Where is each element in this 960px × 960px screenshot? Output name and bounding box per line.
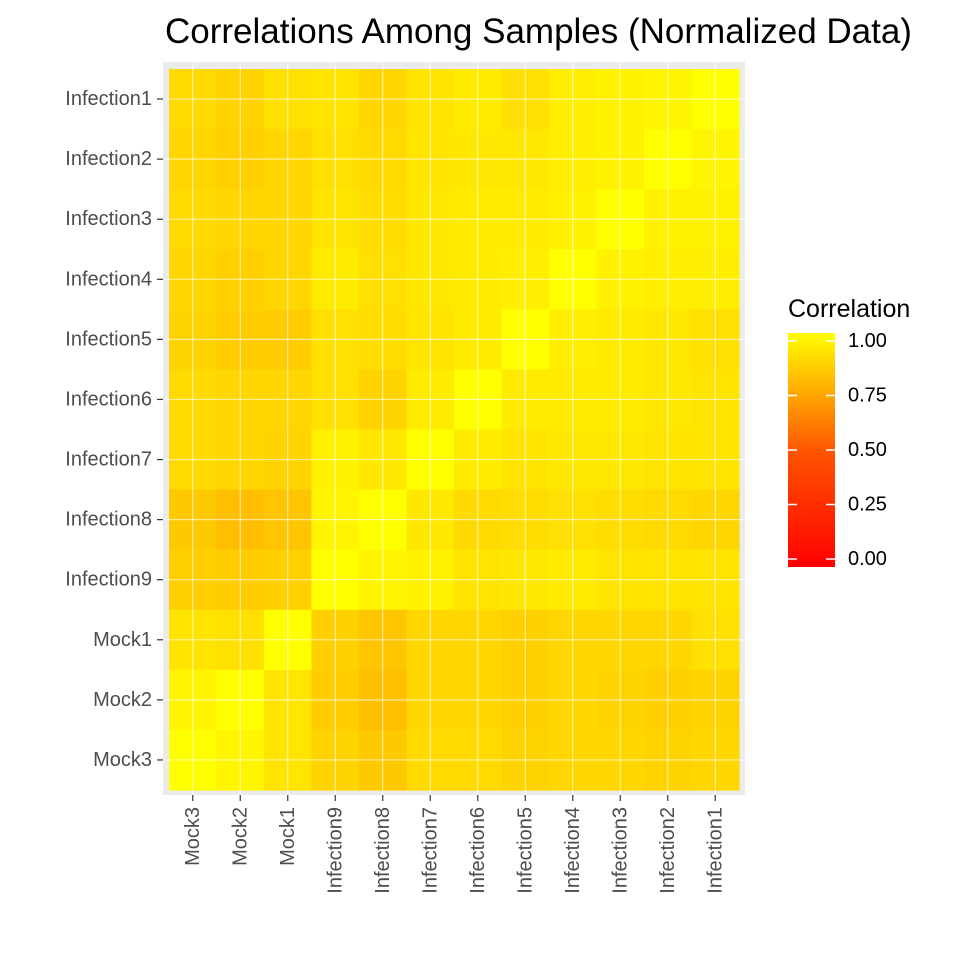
y-tick-label: Infection8 xyxy=(65,509,152,531)
legend-title: Correlation xyxy=(788,295,910,323)
y-tick-label: Mock1 xyxy=(93,629,152,651)
y-tick-label: Mock3 xyxy=(93,749,152,771)
legend: Correlation 0.00 0.25 0.50 0.75 1.00 xyxy=(788,295,910,570)
legend-tick-label: 0.75 xyxy=(848,385,887,407)
grid-lines xyxy=(163,62,745,795)
x-axis: Mock3 Mock2 Mock1 Infection9 Infection8 Infec… xyxy=(182,795,726,894)
legend-tick-label: 1.00 xyxy=(848,330,887,352)
x-tick-label: Infection2 xyxy=(657,807,679,894)
y-tick-label: Mock2 xyxy=(93,689,152,711)
x-tick-label: Infection8 xyxy=(372,807,394,894)
y-tick-label: Infection5 xyxy=(65,328,152,350)
x-tick-label: Mock3 xyxy=(182,807,204,866)
y-tick-label: Infection2 xyxy=(65,148,152,170)
y-axis: Infection1 Infection2 Infection3 Infection4… xyxy=(65,88,163,771)
x-tick-label: Infection1 xyxy=(704,807,726,894)
x-tick-label: Infection6 xyxy=(467,807,489,894)
y-tick-label: Infection6 xyxy=(65,388,152,410)
legend-tick-label: 0.50 xyxy=(848,439,887,461)
y-tick-label: Infection7 xyxy=(65,449,152,471)
x-tick-label: Infection9 xyxy=(324,807,346,894)
legend-tick-label: 0.00 xyxy=(848,548,887,570)
x-tick-label: Mock2 xyxy=(229,807,251,866)
y-tick-label: Infection1 xyxy=(65,88,152,110)
x-tick-label: Infection3 xyxy=(609,807,631,894)
y-tick-label: Infection3 xyxy=(65,208,152,230)
x-tick-label: Infection4 xyxy=(562,807,584,894)
x-tick-label: Infection7 xyxy=(419,807,441,894)
x-tick-label: Mock1 xyxy=(277,807,299,866)
chart-title: Correlations Among Samples (Normalized D… xyxy=(165,12,912,51)
x-tick-label: Infection5 xyxy=(514,807,536,894)
heatmap-cells xyxy=(169,69,740,791)
y-tick-label: Infection9 xyxy=(65,569,152,591)
legend-tick-label: 0.25 xyxy=(848,494,887,516)
y-tick-label: Infection4 xyxy=(65,268,152,290)
